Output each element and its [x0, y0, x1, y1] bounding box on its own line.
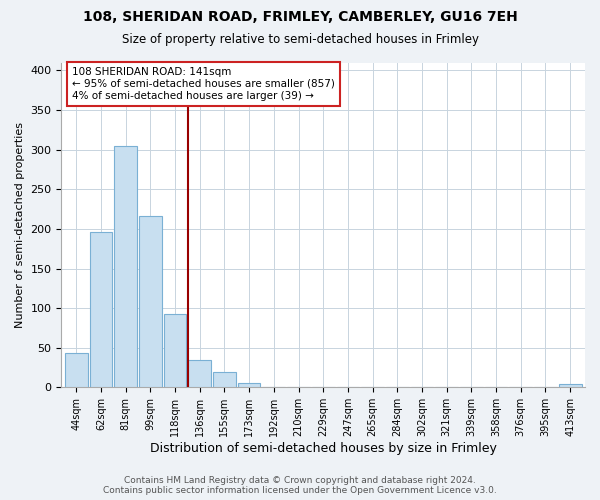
- Bar: [188, 360, 211, 388]
- Text: Size of property relative to semi-detached houses in Frimley: Size of property relative to semi-detach…: [121, 32, 479, 46]
- Bar: [213, 372, 236, 388]
- Bar: [559, 384, 581, 388]
- Text: Contains HM Land Registry data © Crown copyright and database right 2024.
Contai: Contains HM Land Registry data © Crown c…: [103, 476, 497, 495]
- Bar: [139, 216, 161, 388]
- Bar: [114, 146, 137, 388]
- Y-axis label: Number of semi-detached properties: Number of semi-detached properties: [15, 122, 25, 328]
- Bar: [238, 384, 260, 388]
- Bar: [164, 314, 187, 388]
- Text: 108 SHERIDAN ROAD: 141sqm
← 95% of semi-detached houses are smaller (857)
4% of : 108 SHERIDAN ROAD: 141sqm ← 95% of semi-…: [72, 68, 335, 100]
- Text: 108, SHERIDAN ROAD, FRIMLEY, CAMBERLEY, GU16 7EH: 108, SHERIDAN ROAD, FRIMLEY, CAMBERLEY, …: [83, 10, 517, 24]
- Bar: [65, 354, 88, 388]
- Bar: [89, 232, 112, 388]
- X-axis label: Distribution of semi-detached houses by size in Frimley: Distribution of semi-detached houses by …: [150, 442, 497, 455]
